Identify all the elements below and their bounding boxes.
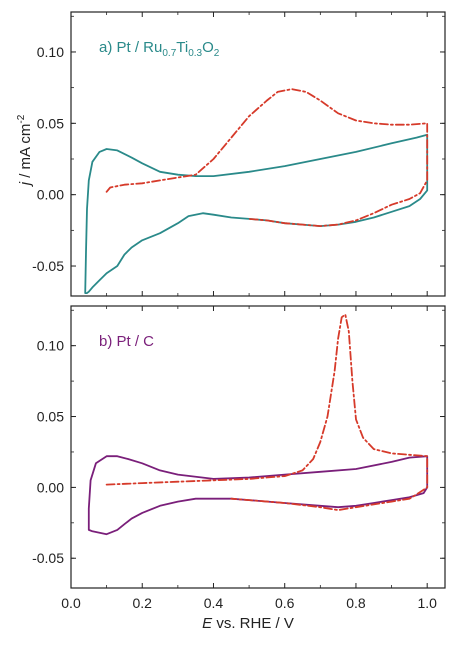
dashdot-curve-a — [105, 88, 429, 228]
plot-frame-a — [70, 11, 446, 297]
panel-label: a) Pt / Ru0.7Ti0.3O2 — [99, 39, 220, 59]
solid-curve-b — [87, 455, 429, 536]
y-tick-label: 0.00 — [37, 187, 64, 203]
y-axis-title: j / mA cm-2 — [16, 114, 34, 187]
panel-b: -0.05 0.00 0.05 0.10 0.0 0.2 0.4 0.6 0.8 1.0 b) Pt… — [32, 305, 446, 611]
x-tick-label: 0.0 — [61, 595, 81, 611]
y-tick-label: 0.10 — [37, 44, 64, 60]
x-tick-label: 1.0 — [417, 595, 437, 611]
x-axis-title: E vs. RHE / V — [202, 615, 294, 632]
y-tick-label: -0.05 — [32, 550, 64, 566]
y-tick-label: 0.00 — [37, 479, 64, 495]
plot-frame-b — [70, 305, 446, 589]
panel-label: b) Pt / C — [99, 333, 154, 350]
panel-a: -0.05 0.00 0.05 0.10 a) Pt / Ru0.7Ti0.3O2 — [32, 11, 446, 297]
dashdot-curve-b — [105, 313, 429, 512]
x-tick-label: 0.6 — [275, 595, 295, 611]
y-tick-label: -0.05 — [32, 258, 64, 274]
y-tick-label: 0.05 — [37, 115, 64, 131]
solid-curve-a — [84, 133, 429, 295]
x-tick-label: 0.2 — [133, 595, 153, 611]
x-tick-label: 0.4 — [204, 595, 224, 611]
x-tick-label: 0.8 — [346, 595, 366, 611]
y-tick-label: 0.10 — [37, 338, 64, 354]
y-tick-label: 0.05 — [37, 409, 64, 425]
